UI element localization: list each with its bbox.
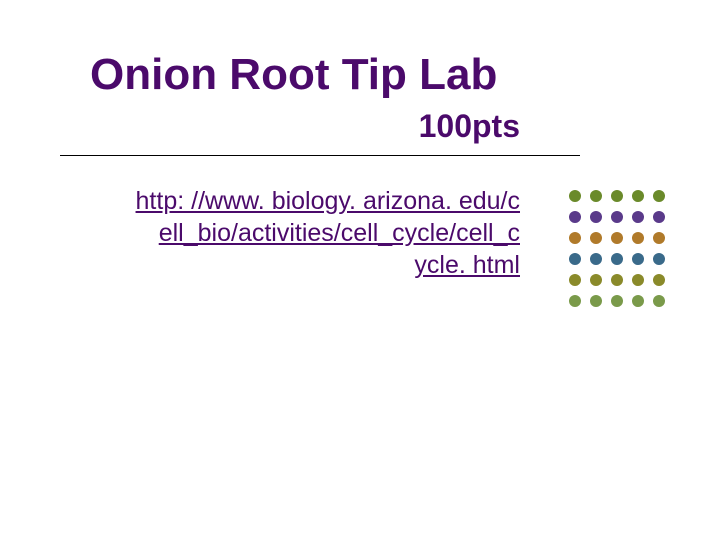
dot-icon bbox=[653, 232, 665, 244]
dot-icon bbox=[590, 274, 602, 286]
dot-icon bbox=[611, 295, 623, 307]
dot-icon bbox=[611, 211, 623, 223]
dot-icon bbox=[569, 232, 581, 244]
slide: Onion Root Tip Lab 100pts http: //www. b… bbox=[0, 0, 720, 540]
dot-icon bbox=[653, 295, 665, 307]
dot-icon bbox=[569, 211, 581, 223]
link-line-3: ycle. html bbox=[414, 251, 520, 279]
dot-icon bbox=[611, 274, 623, 286]
dot-icon bbox=[590, 211, 602, 223]
dot-icon bbox=[611, 232, 623, 244]
dot-icon bbox=[590, 232, 602, 244]
decorative-dot-grid bbox=[569, 190, 665, 307]
dot-icon bbox=[590, 190, 602, 202]
horizontal-rule bbox=[60, 155, 580, 156]
dot-icon bbox=[569, 253, 581, 265]
dot-icon bbox=[653, 190, 665, 202]
dot-icon bbox=[653, 253, 665, 265]
dot-icon bbox=[653, 274, 665, 286]
dot-icon bbox=[632, 232, 644, 244]
dot-icon bbox=[611, 253, 623, 265]
dot-icon bbox=[611, 190, 623, 202]
dot-icon bbox=[632, 190, 644, 202]
dot-icon bbox=[590, 295, 602, 307]
lab-url-link[interactable]: http: //www. biology. arizona. edu/c ell_… bbox=[100, 185, 520, 281]
dot-icon bbox=[569, 295, 581, 307]
dot-icon bbox=[569, 190, 581, 202]
dot-icon bbox=[653, 211, 665, 223]
link-line-2: ell_bio/activities/cell_cycle/cell_c bbox=[159, 219, 520, 247]
dot-icon bbox=[632, 211, 644, 223]
dot-icon bbox=[590, 253, 602, 265]
dot-icon bbox=[632, 253, 644, 265]
dot-icon bbox=[569, 274, 581, 286]
link-line-1: http: //www. biology. arizona. edu/c bbox=[136, 187, 520, 215]
dot-icon bbox=[632, 295, 644, 307]
page-title: Onion Root Tip Lab bbox=[90, 50, 497, 100]
points-label: 100pts bbox=[419, 108, 520, 145]
dot-icon bbox=[632, 274, 644, 286]
